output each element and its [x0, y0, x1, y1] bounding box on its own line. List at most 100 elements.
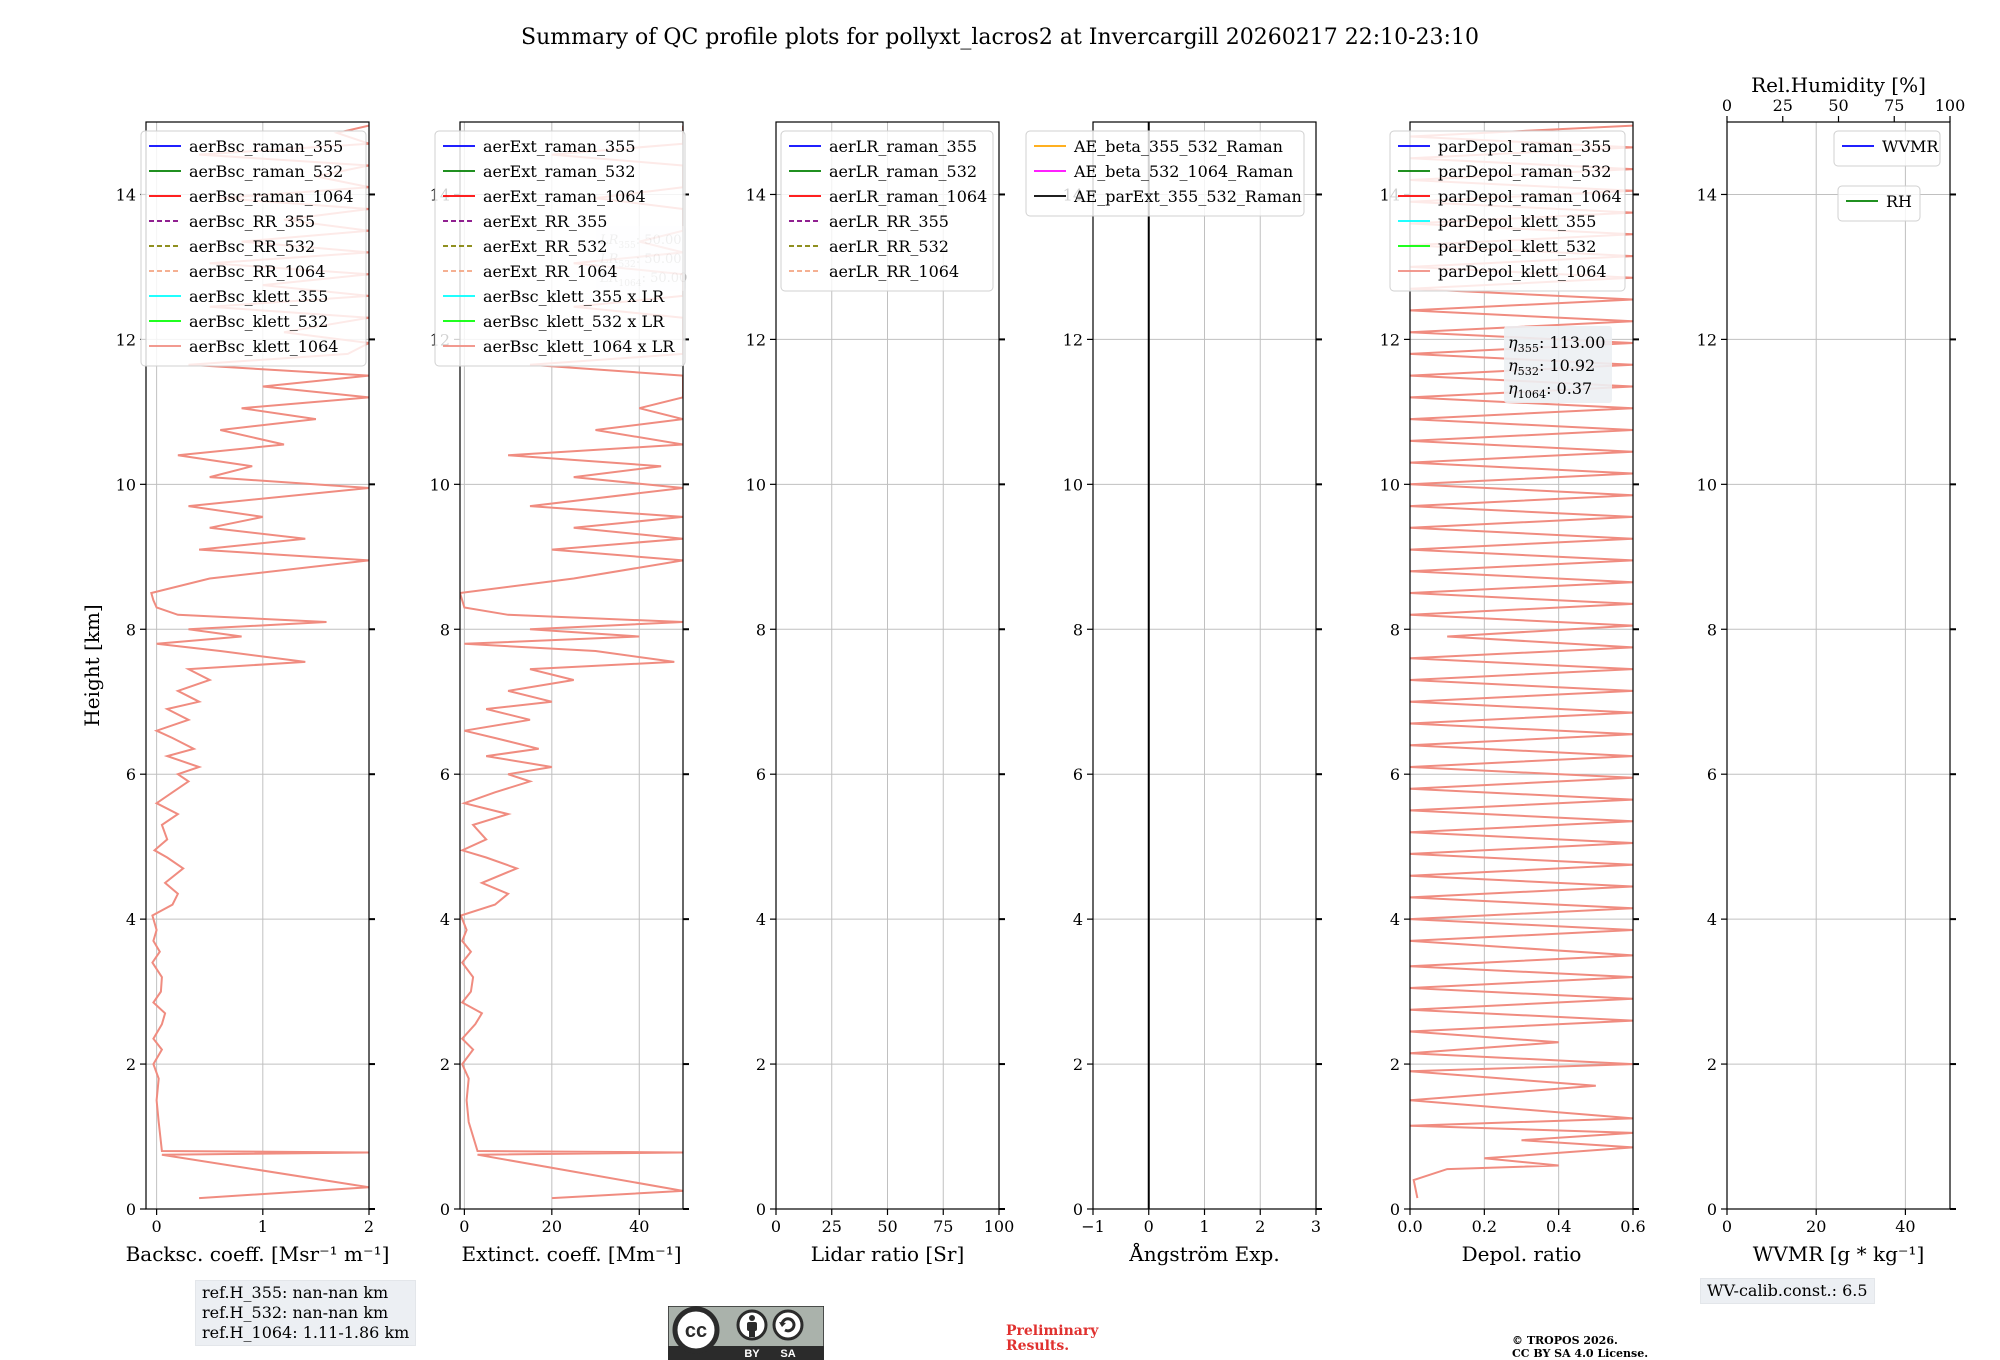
extinction-xtick-label: 40: [629, 1217, 649, 1236]
lidar_ratio-xtick-label: 25: [822, 1217, 842, 1236]
extinction-legend-label: aerBsc_klett_1064 x LR: [483, 337, 675, 356]
extinction-legend-label: aerBsc_klett_355 x LR: [483, 287, 665, 306]
lidar_ratio-xtick-label: 100: [984, 1217, 1015, 1236]
wv-calib-const: WV-calib.const.: 6.5: [1707, 1281, 1868, 1300]
lidar_ratio-legend-label: aerLR_RR_1064: [829, 262, 959, 281]
depol-ytick-label: 4: [1390, 910, 1400, 929]
ref-height-1064: ref.H_1064: 1.11-1.86 km: [202, 1323, 410, 1342]
depol-annotation-line: η532: 10.92: [1508, 356, 1595, 378]
cc-by-sa-license-badge: cc BY SA: [668, 1306, 824, 1360]
depol-xtick-label: 0.6: [1620, 1217, 1645, 1236]
extinction-xlabel: Extinct. coeff. [Mm⁻¹]: [461, 1242, 681, 1266]
depol-xlabel: Depol. ratio: [1462, 1242, 1582, 1266]
angstrom-ytick-label: 12: [1063, 330, 1083, 349]
copyright-line-2: CC BY SA 4.0 License.: [1512, 1347, 1649, 1360]
backscatter-legend-label: aerBsc_klett_1064: [189, 337, 338, 356]
extinction-legend-label: aerExt_RR_532: [483, 237, 607, 256]
backscatter-ytick-label: 4: [126, 910, 136, 929]
backscatter-ytick-label: 8: [126, 620, 136, 639]
lidar_ratio-legend-label: aerLR_raman_355: [829, 137, 977, 156]
angstrom-ytick-label: 8: [1073, 620, 1083, 639]
wvmr-ytick-label: 8: [1707, 620, 1717, 639]
cc-mark: cc: [685, 1320, 707, 1342]
wvmr-ytick-label: 0: [1707, 1200, 1717, 1219]
extinction-ytick-label: 10: [430, 475, 450, 494]
angstrom-xtick-label: 2: [1255, 1217, 1265, 1236]
cc-icon: cc: [672, 1306, 720, 1354]
depol-legend: parDepol_raman_355 parDepol_raman_532 parD…: [1389, 130, 1626, 292]
depol-legend-label: parDepol_klett_532: [1438, 237, 1596, 256]
wvmr-legend: WVMR: [1833, 130, 1941, 167]
wvmr-legend-rh: RH: [1837, 185, 1921, 222]
wvmr-top-tick-label: 50: [1828, 96, 1848, 115]
lidar_ratio-panel: 0 25 50 75 100 0 2 4 6 8 10 12 14 Lidar ratio [Sr] aer…: [746, 121, 1015, 1266]
backscatter-legend-label: aerBsc_raman_355: [189, 137, 343, 156]
depol-legend-label: parDepol_raman_355: [1438, 137, 1611, 156]
depol-xtick-label: 0.2: [1472, 1217, 1497, 1236]
ref-height-355: ref.H_355: nan-nan km: [202, 1283, 389, 1302]
wvmr-ytick-label: 4: [1707, 910, 1717, 929]
depol-ytick-label: 10: [1380, 475, 1400, 494]
depol-frame: [1409, 121, 1634, 1210]
extinction-panel: 0204002468101214Extinct. coeff. [Mm⁻¹]LR…: [430, 121, 689, 1266]
wvmr-top-tick-label: 0: [1722, 96, 1732, 115]
backscatter-ylabel: Height [km]: [80, 604, 104, 726]
by-person-icon: [736, 1309, 768, 1341]
angstrom-ytick-label: 10: [1063, 475, 1083, 494]
backscatter-xlabel: Backsc. coeff. [Msr⁻¹ m⁻¹]: [126, 1242, 390, 1266]
depol-legend-label: parDepol_klett_355: [1438, 212, 1596, 231]
angstrom-xtick-label: −1: [1081, 1217, 1105, 1236]
lidar_ratio-legend: aerLR_raman_355 aerLR_raman_532 aerLR_rama…: [780, 130, 994, 292]
reference-height-box: ref.H_355: nan-nan km ref.H_532: nan-nan…: [195, 1280, 417, 1346]
wvmr-ytick-label: 10: [1697, 475, 1717, 494]
depol-panel: 0.00.20.40.602468101214Depol. ratioη355:…: [1380, 121, 1646, 1266]
angstrom-xtick-label: 3: [1311, 1217, 1321, 1236]
backscatter-xtick-label: 0: [152, 1217, 162, 1236]
preliminary-line-2: Results.: [1006, 1338, 1070, 1354]
backscatter-ytick-label: 0: [126, 1200, 136, 1219]
angstrom-panel: −1012302468101214Ångström Exp.AE_beta_35…: [1025, 121, 1322, 1266]
depol-annotation-line: η355: 113.00: [1508, 333, 1605, 355]
wvmr-top-axis-label: Rel.Humidity [%]: [1751, 73, 1926, 97]
wvmr-xtick-label: 0: [1722, 1217, 1732, 1236]
lidar_ratio-legend-label: aerLR_raman_532: [829, 162, 977, 181]
extinction-ytick-label: 6: [440, 765, 450, 784]
angstrom-legend-label: AE_parExt_355_532_Raman: [1073, 187, 1302, 206]
lidar_ratio-ytick-label: 6: [756, 765, 766, 784]
backscatter-frame: [145, 121, 370, 1210]
angstrom-ytick-label: 0: [1073, 1200, 1083, 1219]
preliminary-line-1: Preliminary: [1006, 1323, 1099, 1339]
wvmr-ytick-label: 2: [1707, 1055, 1717, 1074]
depol-ytick-label: 6: [1390, 765, 1400, 784]
extinction-legend-label: aerExt_RR_355: [483, 212, 607, 231]
depol-xtick-label: 0.0: [1397, 1217, 1422, 1236]
angstrom-ytick-label: 4: [1073, 910, 1083, 929]
backscatter-legend-label: aerBsc_klett_355: [189, 287, 328, 306]
lidar_ratio-ytick-label: 8: [756, 620, 766, 639]
wvmr-xtick-label: 20: [1806, 1217, 1826, 1236]
copyright-line-1: © TROPOS 2026.: [1512, 1334, 1618, 1347]
sa-share-alike-icon: [772, 1309, 804, 1341]
lidar_ratio-xlabel: Lidar ratio [Sr]: [811, 1242, 965, 1266]
backscatter-ytick-label: 6: [126, 765, 136, 784]
angstrom-legend-label: AE_beta_355_532_Raman: [1073, 137, 1283, 156]
wvmr-top-tick-label: 75: [1884, 96, 1904, 115]
cc-by-label: BY: [744, 1348, 760, 1360]
extinction-legend: aerExt_raman_355 aerExt_raman_532 aerExt_r…: [434, 130, 686, 367]
angstrom-ytick-label: 2: [1073, 1055, 1083, 1074]
extinction-legend-label: aerExt_raman_1064: [483, 187, 646, 206]
extinction-frame: [459, 121, 684, 1210]
lidar_ratio-ytick-label: 4: [756, 910, 766, 929]
wvmr-xtick-label: 40: [1895, 1217, 1915, 1236]
ref-height-532: ref.H_532: nan-nan km: [202, 1303, 389, 1322]
backscatter-legend: aerBsc_raman_355 aerBsc_raman_532 aerBsc_r…: [140, 130, 367, 367]
depol-legend-label: parDepol_raman_532: [1438, 162, 1611, 181]
depol-ytick-label: 2: [1390, 1055, 1400, 1074]
backscatter-ytick-label: 12: [116, 330, 136, 349]
depol-ytick-label: 12: [1380, 330, 1400, 349]
extinction-legend-label: aerBsc_klett_532 x LR: [483, 312, 665, 331]
wvmr-legend-rh-label: RH: [1886, 192, 1912, 211]
backscatter-ytick-label: 2: [126, 1055, 136, 1074]
